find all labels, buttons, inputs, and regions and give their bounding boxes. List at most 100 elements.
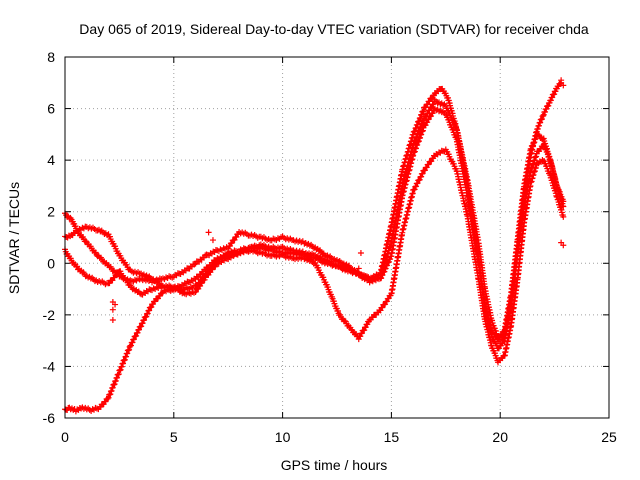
data-point — [560, 242, 567, 249]
data-point — [126, 346, 133, 353]
data-point — [549, 94, 556, 101]
data-point — [560, 203, 567, 210]
data-point — [128, 342, 135, 349]
data-point — [143, 313, 150, 320]
data-point — [112, 377, 119, 384]
data-point — [139, 320, 146, 327]
data-point — [547, 97, 554, 104]
x-tick-label: 5 — [170, 429, 178, 445]
data-point — [144, 274, 151, 281]
data-point — [121, 356, 128, 363]
data-point — [414, 121, 421, 128]
y-tick-label: -6 — [43, 410, 56, 426]
data-point — [87, 275, 94, 282]
data-point — [414, 130, 421, 137]
y-tick-label: -2 — [43, 307, 56, 323]
data-point — [120, 360, 127, 367]
data-point — [410, 131, 417, 138]
plot-frame — [64, 56, 610, 419]
data-point — [416, 176, 423, 183]
data-point — [543, 105, 550, 112]
data-point — [430, 101, 437, 108]
data-point — [420, 117, 427, 124]
data-point — [115, 371, 122, 378]
data-point — [419, 170, 426, 177]
data-point — [418, 123, 425, 130]
data-point — [414, 180, 421, 187]
data-point — [545, 102, 552, 109]
data-point — [413, 133, 420, 140]
data-point — [205, 229, 212, 236]
y-tick-label: 2 — [47, 204, 55, 220]
data-point — [357, 249, 364, 256]
data-point — [363, 274, 370, 281]
data-point — [133, 332, 140, 339]
data-marks — [62, 77, 567, 415]
data-point — [325, 254, 332, 261]
data-point — [335, 258, 342, 265]
data-point — [551, 91, 558, 98]
data-point — [129, 339, 136, 346]
data-point — [138, 323, 145, 330]
y-tick-label: 4 — [47, 152, 55, 168]
grid — [65, 57, 609, 418]
data-point — [113, 374, 120, 381]
data-point — [335, 263, 342, 270]
data-point — [109, 306, 116, 313]
data-point — [306, 242, 313, 249]
data-point — [107, 391, 114, 398]
data-point — [108, 387, 115, 394]
data-point — [134, 329, 141, 336]
data-point — [558, 77, 565, 84]
data-point — [419, 120, 426, 127]
data-point — [325, 259, 332, 266]
x-axis-title: GPS time / hours — [281, 457, 388, 473]
data-point — [135, 326, 142, 333]
data-point — [385, 259, 392, 266]
x-tick-label: 25 — [601, 429, 617, 445]
data-point — [123, 353, 130, 360]
data-point — [191, 261, 198, 268]
data-point — [97, 228, 104, 235]
data-point — [109, 317, 116, 324]
y-tick-label: 8 — [47, 49, 55, 65]
data-point — [440, 102, 447, 109]
data-point — [124, 350, 131, 357]
data-point — [411, 186, 418, 193]
x-tick-label: 15 — [384, 429, 400, 445]
data-point — [117, 366, 124, 373]
data-point — [130, 336, 137, 343]
data-point — [109, 384, 116, 391]
data-point — [112, 301, 119, 308]
data-point — [306, 258, 313, 265]
chart-title: Day 065 of 2019, Sidereal Day-to-day VTE… — [79, 21, 589, 37]
y-tick-label: 0 — [47, 255, 55, 271]
data-point — [560, 213, 567, 220]
x-tick-label: 0 — [61, 429, 69, 445]
data-point — [560, 82, 567, 89]
data-point — [410, 140, 417, 147]
series-track-c — [62, 146, 567, 366]
data-point — [540, 111, 547, 118]
data-point — [316, 254, 323, 261]
data-point — [104, 395, 111, 402]
series-isolated — [109, 77, 567, 324]
data-point — [438, 109, 445, 116]
data-point — [144, 310, 151, 317]
data-point — [141, 317, 148, 324]
data-point — [105, 394, 112, 401]
data-point — [560, 198, 567, 205]
data-point — [355, 265, 362, 272]
data-point — [146, 307, 153, 314]
data-point — [542, 108, 549, 115]
data-point — [453, 124, 460, 131]
y-axis-title: SDTVAR / TECUs — [6, 182, 22, 294]
data-point — [420, 108, 427, 115]
data-point — [418, 173, 425, 180]
data-point — [418, 111, 425, 118]
data-point — [201, 276, 208, 283]
data-point — [557, 80, 564, 87]
data-point — [416, 126, 423, 133]
data-point — [82, 238, 89, 245]
